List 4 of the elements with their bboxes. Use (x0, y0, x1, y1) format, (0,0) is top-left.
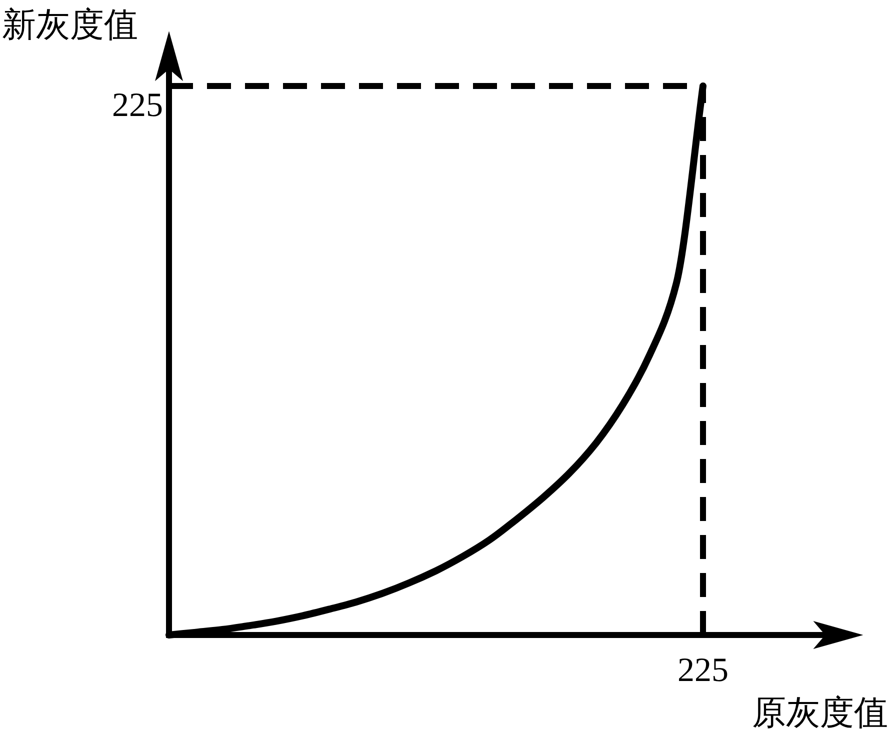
xlabel: 原灰度值 (752, 695, 888, 732)
annotation: 225 (112, 87, 163, 124)
ylabel: 新灰度值 (2, 7, 138, 44)
annotation: 225 (678, 652, 728, 689)
